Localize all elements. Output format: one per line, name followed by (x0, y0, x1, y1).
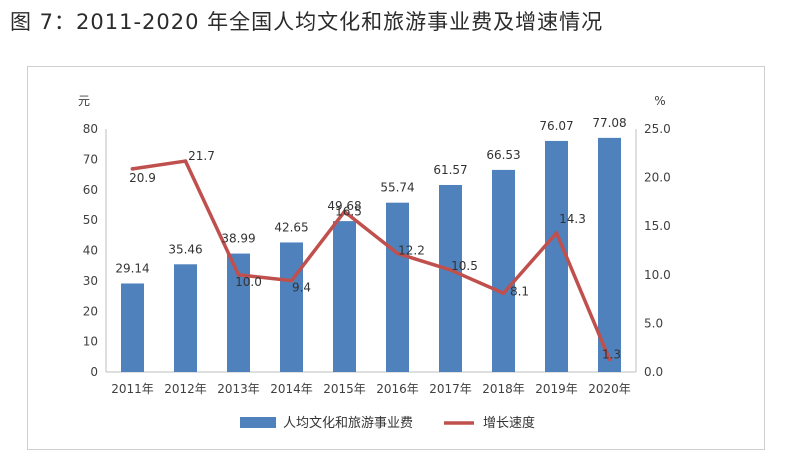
right-tick-label: 5.0 (644, 316, 663, 330)
x-tick-label: 2017年 (429, 382, 472, 396)
legend-label-bars: 人均文化和旅游事业费 (283, 416, 413, 431)
bar-value-label: 38.99 (221, 232, 255, 246)
left-tick-label: 60 (83, 183, 98, 197)
line-value-label: 14.3 (559, 212, 586, 226)
line-value-label: 10.0 (235, 275, 262, 289)
line-point (342, 209, 347, 214)
left-tick-label: 20 (83, 304, 98, 318)
growth-line (130, 159, 612, 362)
line-point (448, 268, 453, 272)
bar (333, 221, 356, 372)
bar-value-label: 35.46 (168, 242, 202, 256)
x-tick-label: 2015年 (323, 382, 366, 396)
bar (439, 184, 462, 372)
line-point (289, 278, 294, 283)
bar (598, 137, 621, 372)
left-tick-label: 80 (83, 122, 98, 136)
bar (386, 202, 409, 372)
chart-frame: 0 10 20 30 40 50 60 70 80 0.0 5.0 10.0 15.0 20.0 25.0 元… (27, 66, 765, 450)
chart-axes: 0 10 20 30 40 50 60 70 80 0.0 5.0 10.0 15.0 20.0 25.0 元… (78, 94, 671, 396)
x-tick-label: 2013年 (217, 382, 260, 396)
bar (280, 242, 303, 372)
left-tick-label: 0 (90, 365, 98, 379)
chart-legend: 人均文化和旅游事业费 增长速度 (240, 415, 535, 431)
line-value-label: 9.4 (292, 281, 311, 295)
right-tick-label: 20.0 (644, 171, 671, 185)
line-value-label: 21.7 (188, 149, 215, 163)
bar-value-label: 42.65 (274, 220, 308, 234)
left-tick-label: 40 (83, 244, 98, 258)
right-tick-label: 25.0 (644, 122, 671, 136)
bar-value-label: 76.07 (539, 119, 573, 133)
legend-label-line: 增长速度 (483, 415, 535, 431)
line-value-label: 8.1 (510, 284, 529, 298)
x-tick-label: 2018年 (482, 382, 525, 396)
bar (227, 253, 250, 372)
left-tick-label: 30 (83, 274, 98, 288)
line-value-label: 1.3 (602, 347, 621, 361)
x-tick-label: 2011年 (111, 382, 154, 396)
bar (121, 283, 144, 372)
data-labels: 29.14 35.46 38.99 42.65 49.68 55.74 61.57 66.53… (115, 116, 626, 361)
legend-swatch-bars (240, 417, 276, 428)
bar (545, 140, 568, 372)
line-point (501, 291, 506, 296)
line-point (395, 251, 400, 256)
x-tick-label: 2012年 (164, 382, 207, 396)
right-tick-label: 15.0 (644, 219, 671, 233)
bar (492, 169, 515, 372)
bar-value-label: 49.68 (327, 199, 361, 213)
line-value-label: 16.5 (335, 205, 362, 219)
line-series (130, 159, 612, 362)
left-tick-label: 70 (83, 152, 98, 166)
bar-value-label: 66.53 (486, 148, 520, 162)
right-axis-unit: % (654, 94, 665, 108)
line-value-label: 20.9 (129, 171, 156, 185)
bar-value-label: 55.74 (380, 181, 414, 195)
right-tick-label: 10.0 (644, 268, 671, 282)
line-point (236, 273, 241, 277)
x-tick-label: 2020年 (588, 382, 631, 396)
line-point (183, 159, 188, 163)
chart: 0 10 20 30 40 50 60 70 80 0.0 5.0 10.0 15.0 20.0 25.0 元… (78, 94, 671, 431)
x-tick-label: 2016年 (376, 382, 419, 396)
x-tick-label: 2019年 (535, 382, 578, 396)
right-tick-label: 0.0 (644, 365, 663, 379)
line-value-label: 10.5 (451, 259, 478, 273)
left-tick-label: 50 (83, 213, 98, 227)
line-value-label: 12.2 (398, 243, 425, 257)
bar-value-label: 77.08 (592, 116, 626, 130)
line-point (607, 357, 612, 362)
x-tick-label: 2014年 (270, 382, 313, 396)
left-axis-unit: 元 (78, 94, 90, 108)
left-tick-label: 10 (83, 335, 98, 349)
figure-title: 图 7：2011-2020 年全国人均文化和旅游事业费及增速情况 (10, 10, 604, 34)
bar-series (121, 137, 621, 372)
bar-value-label: 29.14 (115, 261, 149, 275)
bar (174, 264, 197, 372)
line-point (554, 231, 559, 235)
line-point (130, 167, 135, 171)
bar-value-label: 61.57 (433, 163, 467, 177)
